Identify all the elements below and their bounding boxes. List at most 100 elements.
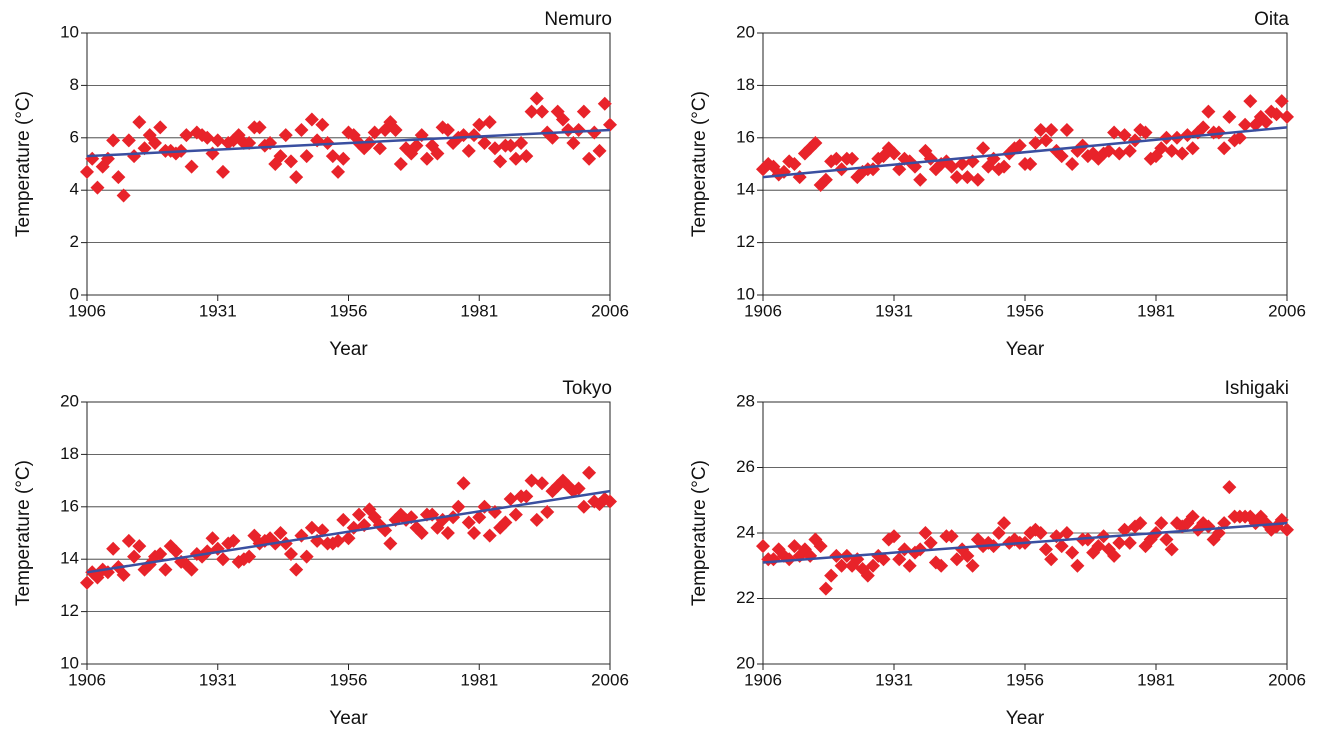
data-point	[372, 141, 387, 156]
data-point	[1038, 542, 1053, 557]
data-point	[315, 117, 330, 132]
data-point	[524, 104, 539, 119]
data-point	[1154, 141, 1169, 156]
x-tick-label: 1956	[1006, 301, 1044, 320]
data-point	[1033, 526, 1048, 540]
x-axis-label: Year	[329, 708, 368, 729]
y-tick-label: 4	[70, 180, 79, 199]
data-point	[892, 552, 907, 567]
data-point	[1243, 94, 1258, 109]
data-point	[336, 151, 351, 166]
data-point	[153, 546, 168, 561]
data-point	[1117, 128, 1132, 143]
data-point	[289, 562, 304, 577]
data-point	[944, 159, 959, 174]
data-point	[419, 151, 434, 166]
data-point	[787, 157, 802, 171]
data-point	[503, 491, 518, 506]
x-tick-label: 2006	[591, 301, 629, 320]
data-point	[498, 515, 513, 530]
y-tick-label: 10	[60, 653, 79, 672]
x-tick-label: 2006	[591, 670, 629, 689]
data-point	[388, 122, 403, 137]
x-tick-label: 1981	[460, 670, 498, 689]
data-point	[782, 552, 797, 567]
data-point	[299, 149, 314, 164]
y-tick-label: 14	[736, 180, 755, 199]
data-point	[960, 548, 975, 563]
y-tick-label: 26	[736, 457, 755, 476]
data-point	[555, 112, 570, 127]
data-point	[818, 172, 833, 187]
data-point	[451, 499, 466, 514]
data-point	[367, 125, 382, 140]
data-point	[121, 533, 136, 548]
data-point	[1128, 133, 1143, 148]
data-point	[834, 558, 849, 573]
data-point	[252, 120, 267, 135]
data-point	[331, 533, 346, 548]
data-point	[808, 136, 823, 151]
data-point	[440, 526, 455, 540]
x-tick-label: 2006	[1268, 301, 1306, 320]
data-point	[226, 533, 241, 548]
y-tick-label: 12	[60, 601, 79, 620]
data-point	[965, 558, 980, 573]
data-point	[597, 96, 612, 111]
data-point	[582, 151, 597, 166]
data-point	[876, 552, 891, 567]
data-point	[1059, 526, 1074, 540]
data-point	[393, 157, 408, 171]
data-point	[127, 549, 142, 564]
x-tick-label: 2006	[1268, 670, 1306, 689]
data-point	[1180, 128, 1195, 143]
data-point	[824, 568, 839, 583]
data-point	[923, 535, 938, 550]
data-point	[519, 489, 534, 504]
data-point	[1259, 115, 1274, 130]
data-point	[242, 136, 257, 151]
data-point	[341, 531, 356, 546]
data-point	[477, 136, 492, 151]
x-axis-label: Year	[1006, 708, 1045, 729]
data-point	[508, 507, 523, 522]
data-point	[80, 164, 94, 179]
data-point	[503, 138, 518, 153]
data-point	[545, 130, 560, 145]
data-point	[137, 141, 152, 156]
data-point	[106, 133, 121, 148]
data-point	[1122, 535, 1137, 550]
data-point	[158, 562, 173, 577]
data-point	[902, 558, 917, 573]
data-point	[1065, 545, 1080, 560]
data-point	[304, 520, 319, 535]
data-point	[576, 499, 591, 514]
data-point	[132, 115, 147, 130]
data-point	[529, 91, 544, 106]
chart-panel: 10 12 14 16 18 20 1906 1931 1956 1981 2006 Tokyo Yea…	[13, 378, 629, 729]
data-point	[440, 122, 455, 137]
data-point	[132, 539, 147, 554]
data-point	[913, 172, 928, 187]
data-point	[887, 529, 901, 544]
y-tick-label: 20	[736, 653, 755, 672]
data-point	[913, 542, 928, 557]
x-tick-label: 1931	[199, 670, 237, 689]
data-point	[1138, 125, 1153, 140]
data-point	[315, 523, 330, 538]
data-point	[514, 136, 529, 151]
data-point	[1185, 509, 1200, 524]
data-point	[106, 541, 121, 556]
trend-line	[86, 489, 611, 574]
data-point	[289, 170, 304, 185]
y-tick-label: 6	[70, 127, 79, 146]
data-point	[210, 133, 225, 148]
data-point	[111, 170, 126, 185]
data-point	[1232, 130, 1247, 145]
data-point	[997, 516, 1012, 531]
data-point	[991, 526, 1006, 540]
data-point	[944, 529, 959, 544]
data-point	[535, 476, 550, 491]
data-point	[304, 112, 319, 127]
